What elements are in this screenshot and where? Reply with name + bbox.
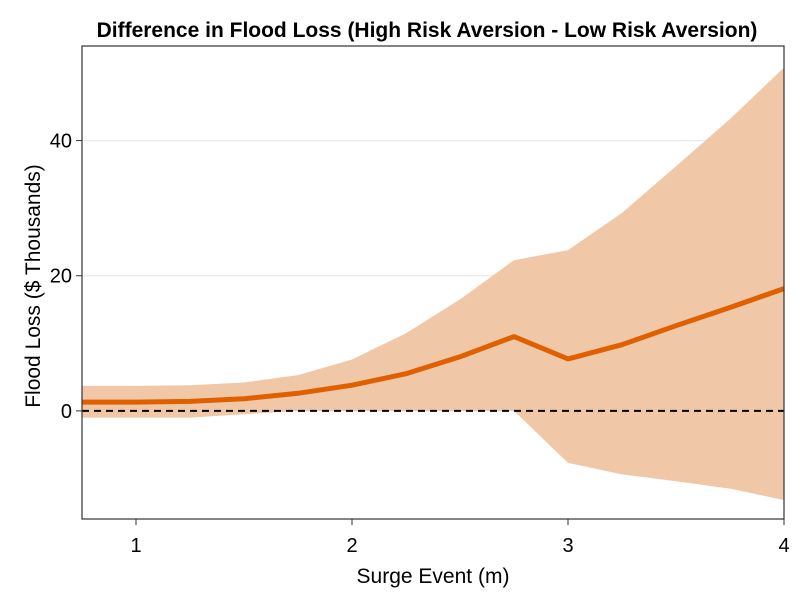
x-tick-label: 2: [346, 535, 357, 557]
x-tick-label: 1: [130, 535, 141, 557]
y-tick-label: 0: [61, 401, 72, 423]
y-axis-label: Flood Loss ($ Thousands): [22, 164, 45, 408]
confidence-band: [82, 67, 784, 501]
plot-frame-rect: [81, 45, 785, 520]
y-axis-ticks: 0 20 40: [50, 131, 82, 423]
plot-frame: [81, 45, 785, 520]
x-tick-label: 3: [562, 535, 573, 557]
x-axis-label: Surge Event (m): [357, 565, 510, 588]
chart-title: Difference in Flood Loss (High Risk Aver…: [97, 19, 758, 42]
x-axis-ticks: 1 2 3 4: [130, 519, 790, 557]
y-tick-label: 20: [50, 266, 72, 288]
x-tick-label: 4: [778, 535, 789, 557]
y-tick-label: 40: [50, 131, 72, 153]
series-line-group: [82, 286, 785, 405]
series-line: [82, 286, 785, 405]
confidence-band-area: [82, 67, 784, 501]
